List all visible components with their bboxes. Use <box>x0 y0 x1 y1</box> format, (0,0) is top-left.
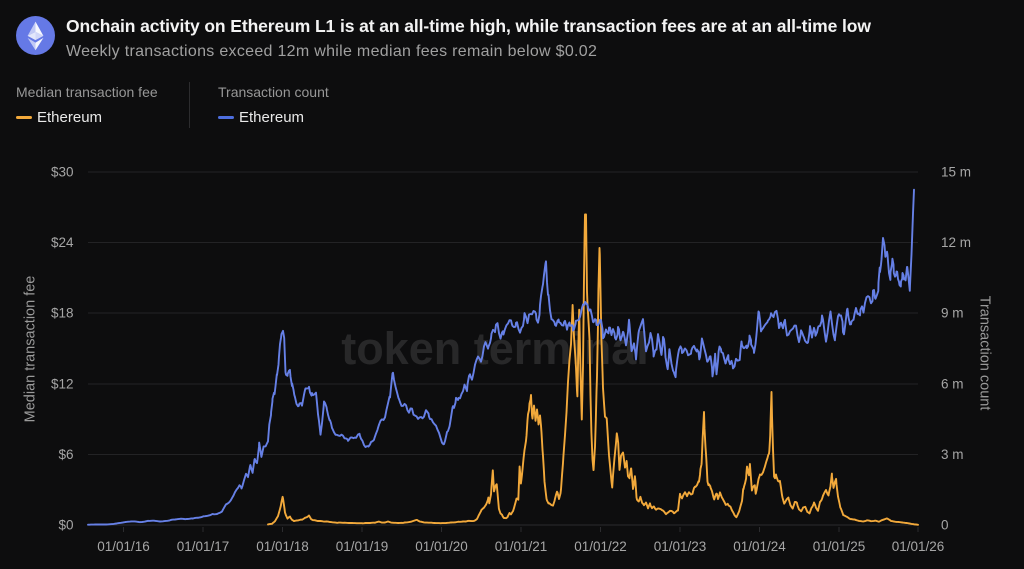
svg-text:3 m: 3 m <box>941 447 964 462</box>
svg-text:01/01/22: 01/01/22 <box>574 539 627 554</box>
svg-text:01/01/16: 01/01/16 <box>97 539 150 554</box>
svg-text:$24: $24 <box>51 235 74 250</box>
svg-text:01/01/24: 01/01/24 <box>733 539 786 554</box>
svg-text:$6: $6 <box>58 447 73 462</box>
svg-text:01/01/18: 01/01/18 <box>256 539 309 554</box>
svg-text:01/01/21: 01/01/21 <box>495 539 548 554</box>
svg-text:01/01/26: 01/01/26 <box>892 539 945 554</box>
svg-text:$0: $0 <box>58 518 73 533</box>
svg-text:$30: $30 <box>51 165 74 180</box>
svg-text:Transaction count: Transaction count <box>977 296 993 411</box>
svg-text:9 m: 9 m <box>941 306 964 321</box>
svg-text:Median transaction fee: Median transaction fee <box>23 276 39 423</box>
svg-text:01/01/17: 01/01/17 <box>177 539 230 554</box>
svg-text:15 m: 15 m <box>941 165 971 180</box>
svg-text:01/01/20: 01/01/20 <box>415 539 468 554</box>
svg-text:$18: $18 <box>51 306 74 321</box>
svg-text:01/01/23: 01/01/23 <box>654 539 707 554</box>
svg-text:01/01/25: 01/01/25 <box>813 539 866 554</box>
svg-text:6 m: 6 m <box>941 377 964 392</box>
svg-text:01/01/19: 01/01/19 <box>336 539 389 554</box>
svg-text:$12: $12 <box>51 377 74 392</box>
svg-text:0: 0 <box>941 518 949 533</box>
svg-text:12 m: 12 m <box>941 235 971 250</box>
